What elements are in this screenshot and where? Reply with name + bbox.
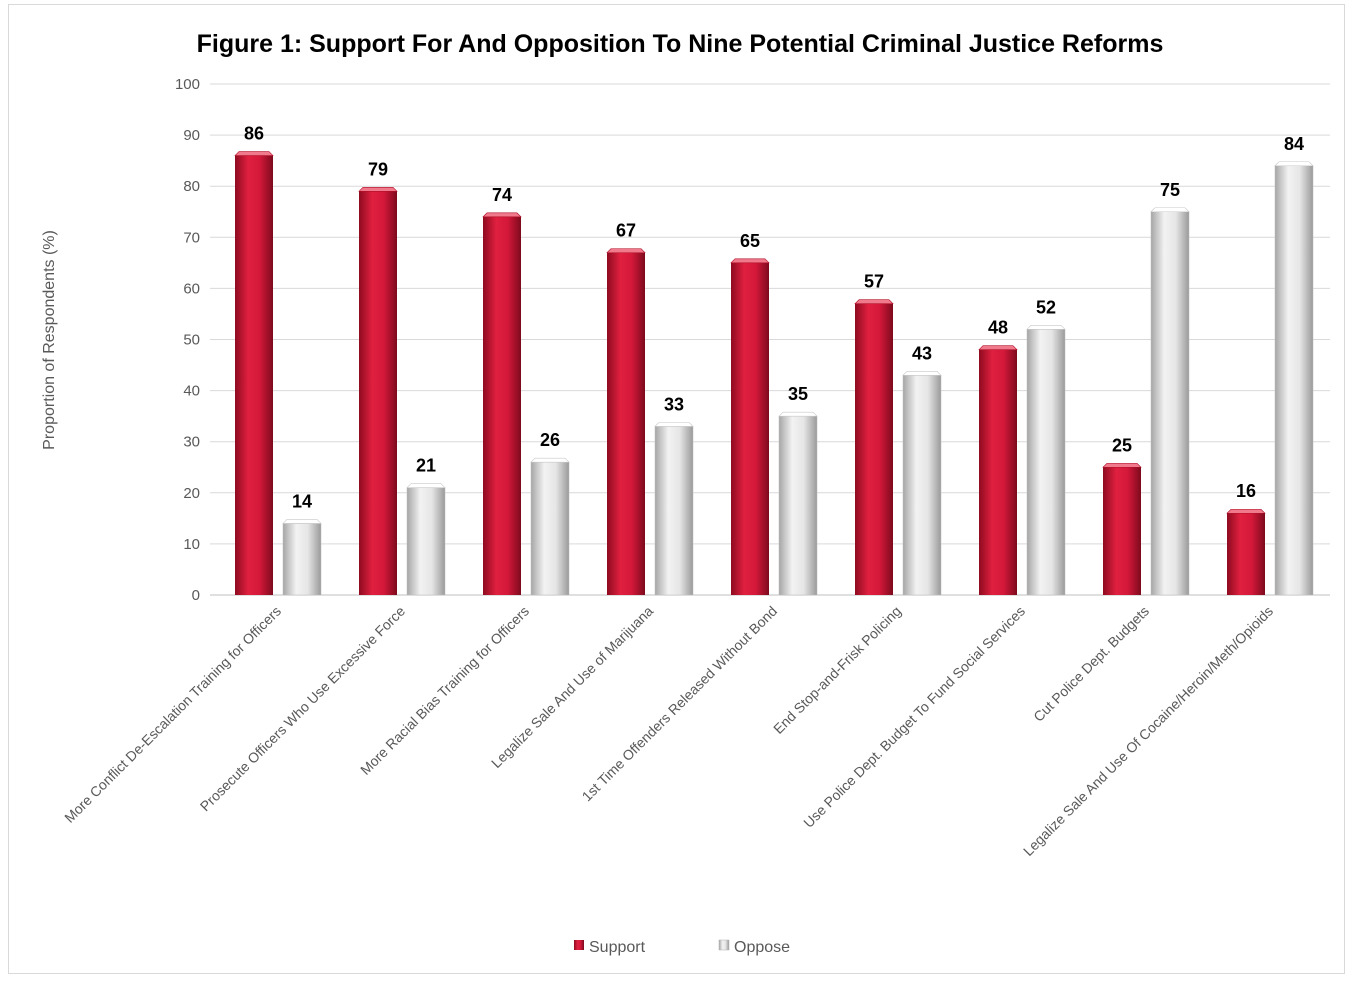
bar-oppose (1150, 211, 1190, 596)
y-tick-label: 50 (183, 332, 200, 349)
bar-support (235, 155, 273, 596)
bar-oppose (282, 523, 322, 596)
y-tick-label: 80 (183, 178, 200, 195)
data-label-oppose: 21 (416, 456, 436, 476)
bar-cap-support (358, 187, 398, 192)
y-axis-ticks: 0 10 20 30 40 50 60 70 80 90 100 (175, 76, 200, 604)
data-label-oppose: 84 (1284, 134, 1304, 154)
y-tick-label: 20 (183, 485, 200, 502)
legend-label-support: Support (589, 939, 646, 956)
bar-cap-oppose (902, 370, 942, 376)
bar-support (731, 262, 769, 595)
bar-support (1103, 467, 1141, 595)
data-label-oppose: 26 (540, 430, 560, 450)
bar-cap-support (234, 151, 274, 156)
data-label-support: 25 (1112, 435, 1132, 455)
bar-cap-oppose (406, 483, 446, 488)
y-axis-label: Proportion of Respondents (%) (41, 230, 58, 450)
data-label-support: 74 (492, 185, 512, 205)
data-label-oppose: 33 (664, 394, 684, 414)
bar-cap-support (1226, 508, 1266, 514)
bar-cap-support (730, 258, 770, 264)
bar-cap-support (606, 248, 646, 253)
bar-cap-oppose (282, 519, 322, 524)
data-label-oppose: 75 (1160, 180, 1180, 200)
bar-cap-support (482, 212, 522, 218)
data-label-support: 16 (1236, 481, 1256, 501)
legend: Support Oppose (574, 939, 790, 956)
bar-oppose (778, 415, 818, 596)
data-label-oppose: 43 (912, 343, 932, 363)
bar-oppose (902, 375, 942, 596)
data-label-support: 86 (244, 124, 264, 144)
y-tick-label: 70 (183, 229, 200, 246)
y-tick-label: 90 (183, 127, 200, 144)
bar-cap-support (978, 345, 1018, 351)
bar-oppose (530, 461, 570, 596)
bar-oppose (1274, 165, 1314, 596)
bar-oppose (1026, 329, 1066, 596)
bar-oppose (654, 426, 694, 596)
category-label: More Conflict De-Escalation Training for… (61, 603, 284, 826)
category-label: Use Police Dept. Budget To Fund Social S… (800, 603, 1028, 831)
data-label-support: 65 (740, 231, 760, 251)
data-label-support: 57 (864, 272, 884, 292)
bar-support (483, 216, 521, 596)
legend-swatch-support (574, 940, 584, 950)
bars (234, 151, 1314, 596)
category-label: 1st Time Offenders Released Without Bond (579, 603, 781, 805)
bar-cap-oppose (1274, 161, 1314, 167)
bar-oppose (406, 487, 446, 596)
y-tick-label: 60 (183, 280, 200, 297)
bar-support (607, 252, 645, 595)
data-label-support: 48 (988, 318, 1008, 338)
bar-cap-oppose (778, 411, 818, 417)
data-label-oppose: 52 (1036, 297, 1056, 317)
y-tick-label: 40 (183, 383, 200, 400)
y-tick-label: 30 (183, 434, 200, 451)
legend-label-oppose: Oppose (734, 939, 790, 956)
category-label: Legalize Sale And Use Of Cocaine/Heroin/… (1020, 603, 1276, 859)
bar-cap-oppose (530, 457, 570, 463)
bar-support (855, 303, 893, 595)
data-label-support: 79 (368, 159, 388, 179)
bar-cap-oppose (1026, 324, 1066, 330)
bar-support (359, 191, 397, 595)
data-labels: 86 14 79 21 74 26 67 33 65 35 57 43 48 52 25 75 16 84 (244, 124, 1304, 512)
y-tick-label: 0 (192, 587, 200, 604)
bar-cap-support (1102, 462, 1142, 468)
y-tick-label: 100 (175, 76, 200, 93)
data-label-oppose: 35 (788, 384, 808, 404)
chart-title: Figure 1: Support For And Opposition To … (197, 30, 1164, 58)
bar-cap-oppose (654, 422, 694, 427)
category-label: End Stop-and-Frisk Policing (770, 603, 904, 737)
bar-cap-support (854, 299, 894, 305)
bar-cap-oppose (1150, 207, 1190, 213)
data-label-support: 67 (616, 221, 636, 241)
legend-swatch-oppose (718, 939, 730, 951)
bar-support (979, 349, 1017, 595)
bar-support (1227, 513, 1265, 595)
y-tick-label: 10 (183, 536, 200, 553)
category-label: Prosecute Officers Who Use Excessive For… (197, 603, 409, 815)
category-label: Cut Police Dept. Budgets (1030, 603, 1152, 725)
data-label-oppose: 14 (292, 491, 312, 511)
category-labels: More Conflict De-Escalation Training for… (61, 603, 1276, 859)
